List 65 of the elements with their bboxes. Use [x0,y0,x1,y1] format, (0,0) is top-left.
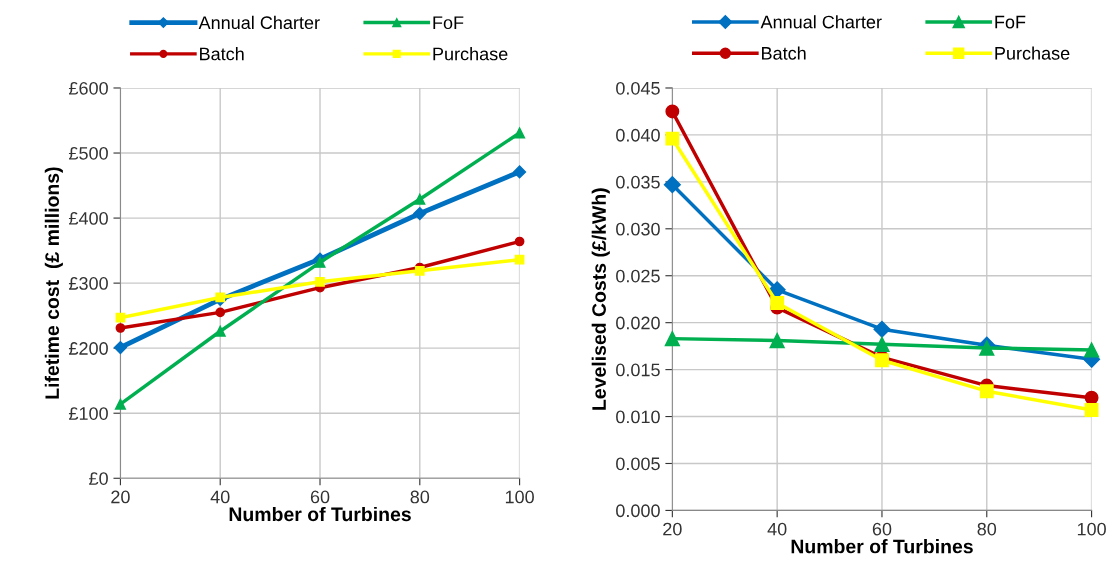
point [113,340,128,355]
y-axis-title: Levelised Costs (£/kWh) [591,188,610,410]
x-tick-label: 40 [210,490,230,504]
point [414,193,426,205]
legend-label: Annual Charter [198,15,320,30]
point [1084,403,1099,417]
legend-label: FoF [995,15,1026,29]
point [514,127,526,139]
point [664,330,680,347]
point [214,325,226,337]
x-tick-label: 80 [410,490,430,504]
y-tick-label: £100 [68,407,108,420]
y-tick-label: 0.010 [616,410,660,424]
x-tick-label: 80 [977,522,997,536]
x-tick-label: 20 [663,522,682,536]
point [114,398,126,410]
x-tick-label: 100 [1077,522,1106,536]
y-tick-label: £200 [68,342,108,355]
y-tick-label: £300 [68,277,108,290]
point [1084,390,1099,405]
y-tick-label: 0.020 [616,316,660,330]
point [769,332,785,349]
legend-label: Purchase [995,46,1070,60]
y-tick-label: 0.005 [616,457,660,471]
x-tick-label: 60 [872,522,892,536]
legend-label: Purchase [433,47,508,61]
y-tick-label: 0.025 [616,269,660,283]
x-tick-label: 20 [111,490,130,504]
point [513,165,527,179]
legend-label: Batch [762,46,806,60]
legend-label: Batch [200,47,244,61]
point [979,340,995,356]
y-tick-label: 0.040 [616,128,660,142]
x-axis-title: Number of Turbines [229,506,411,522]
point [874,336,890,352]
y-tick-label: 0.030 [616,222,660,236]
y-tick-label: 0.035 [616,175,660,189]
point [873,320,891,338]
point [413,206,427,221]
x-tick-label: 40 [767,522,787,536]
point [665,131,680,146]
y-tick-label: 0.000 [616,504,660,518]
y-tick-label: 0.045 [616,81,660,95]
y-tick-label: £600 [68,81,108,95]
point [115,323,126,333]
y-axis-title: Lifetime cost (£ millions) [44,167,63,399]
point [215,307,226,318]
x-tick-label: 60 [310,490,330,504]
y-tick-label: £400 [68,212,108,225]
y-tick-label: 0.015 [616,363,660,377]
point [979,384,994,399]
point [663,176,681,194]
point [1083,342,1100,358]
x-axis-title: Number of Turbines [791,539,973,554]
x-tick-label: 100 [505,490,534,504]
legend-label: Annual Charter [760,15,882,29]
point [315,276,325,287]
point [770,296,785,310]
point [314,256,326,268]
y-tick-label: £500 [68,146,108,160]
y-tick-label: £0 [89,472,108,485]
point [514,236,525,247]
legend-label: FoF [433,16,464,30]
point [665,104,680,119]
point [514,254,525,265]
